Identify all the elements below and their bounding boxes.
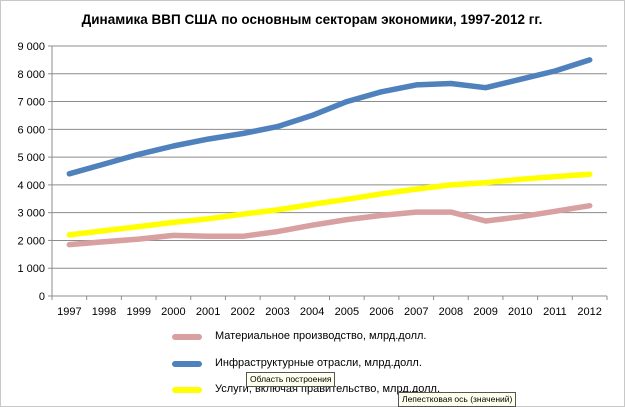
legend-label-material: Материальное производство, млрд.долл. [215,330,427,342]
chart-title: Динамика ВВП США по основным секторам эк… [82,12,543,27]
legend-swatch-services [172,387,202,393]
legend-label-infrastructure: Инфраструктурные отрасли, млрд.долл. [215,357,422,369]
value-axis-tooltip: Лепестковая ось (значений) [398,392,517,407]
y-tick-label: 0 [39,291,45,303]
legend-swatch-infrastructure [172,361,202,367]
y-tick-label: 6 000 [17,124,45,136]
x-tick-label: 2010 [508,306,532,318]
y-axis-tick-labels: 0 1 000 2 000 3 000 4 000 5 000 6 000 7 000 8 00… [17,41,45,303]
series-line-material [66,202,593,248]
y-tick-label: 2 000 [17,235,45,247]
y-tick-label: 5 000 [17,152,45,164]
x-tick-label: 2002 [231,306,255,318]
x-tick-label: 2012 [577,306,601,318]
plot-area-tooltip: Область построения [246,372,336,387]
x-axis-tick-labels: 1997 1998 1999 2000 2001 2002 2003 2004 2005 2006… [57,306,602,318]
series-lines [66,57,593,248]
x-tick-label: 2005 [335,306,359,318]
gridlines [48,45,607,297]
y-tick-label: 4 000 [17,180,45,192]
x-tick-label: 2009 [473,306,497,318]
x-tick-label: 2000 [161,306,185,318]
x-tick-label: 1997 [57,306,81,318]
y-tick-label: 9 000 [17,41,45,53]
x-tick-label: 2008 [439,306,463,318]
series-line-services [66,171,593,238]
y-tick-label: 7 000 [17,97,45,109]
x-tick-label: 2006 [369,306,393,318]
axes [51,46,608,300]
legend-swatch-material [172,334,202,340]
x-tick-label: 1999 [126,306,150,318]
x-tick-label: 2011 [543,306,567,318]
x-tick-label: 2003 [265,306,289,318]
y-tick-label: 1 000 [17,263,45,275]
x-tick-label: 1998 [92,306,116,318]
y-tick-label: 3 000 [17,208,45,220]
x-tick-label: 2001 [196,306,220,318]
y-tick-label: 8 000 [17,69,45,81]
x-tick-label: 2007 [404,306,428,318]
series-line-infrastructure [66,57,593,177]
x-tick-label: 2004 [300,306,324,318]
